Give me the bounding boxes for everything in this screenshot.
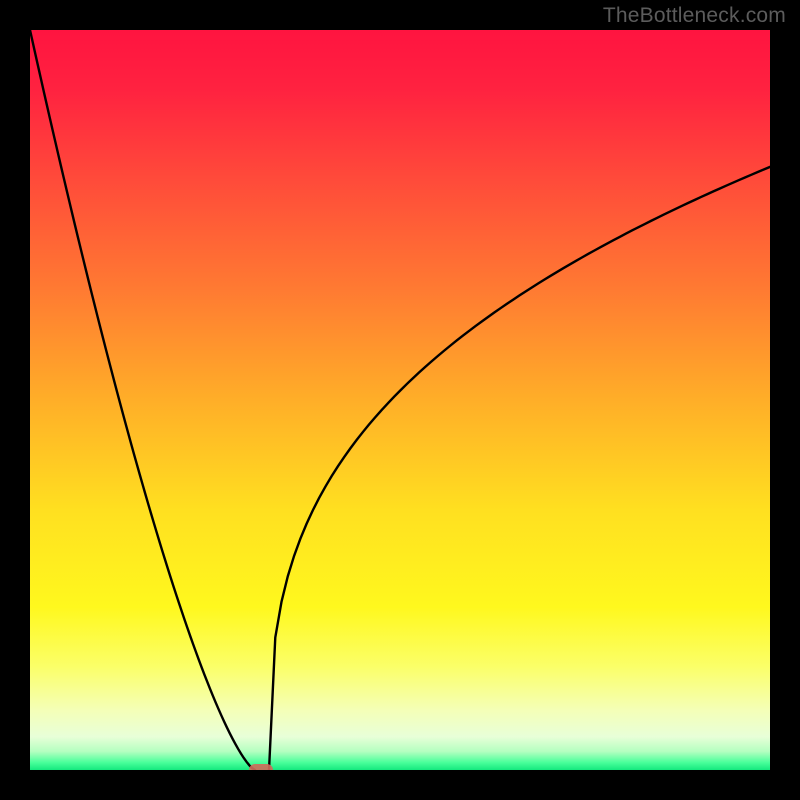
chart-plot-area — [30, 30, 770, 770]
watermark-text: TheBottleneck.com — [603, 4, 786, 28]
chart-background — [30, 30, 770, 770]
minimum-marker — [249, 764, 273, 770]
chart-svg — [30, 30, 770, 770]
